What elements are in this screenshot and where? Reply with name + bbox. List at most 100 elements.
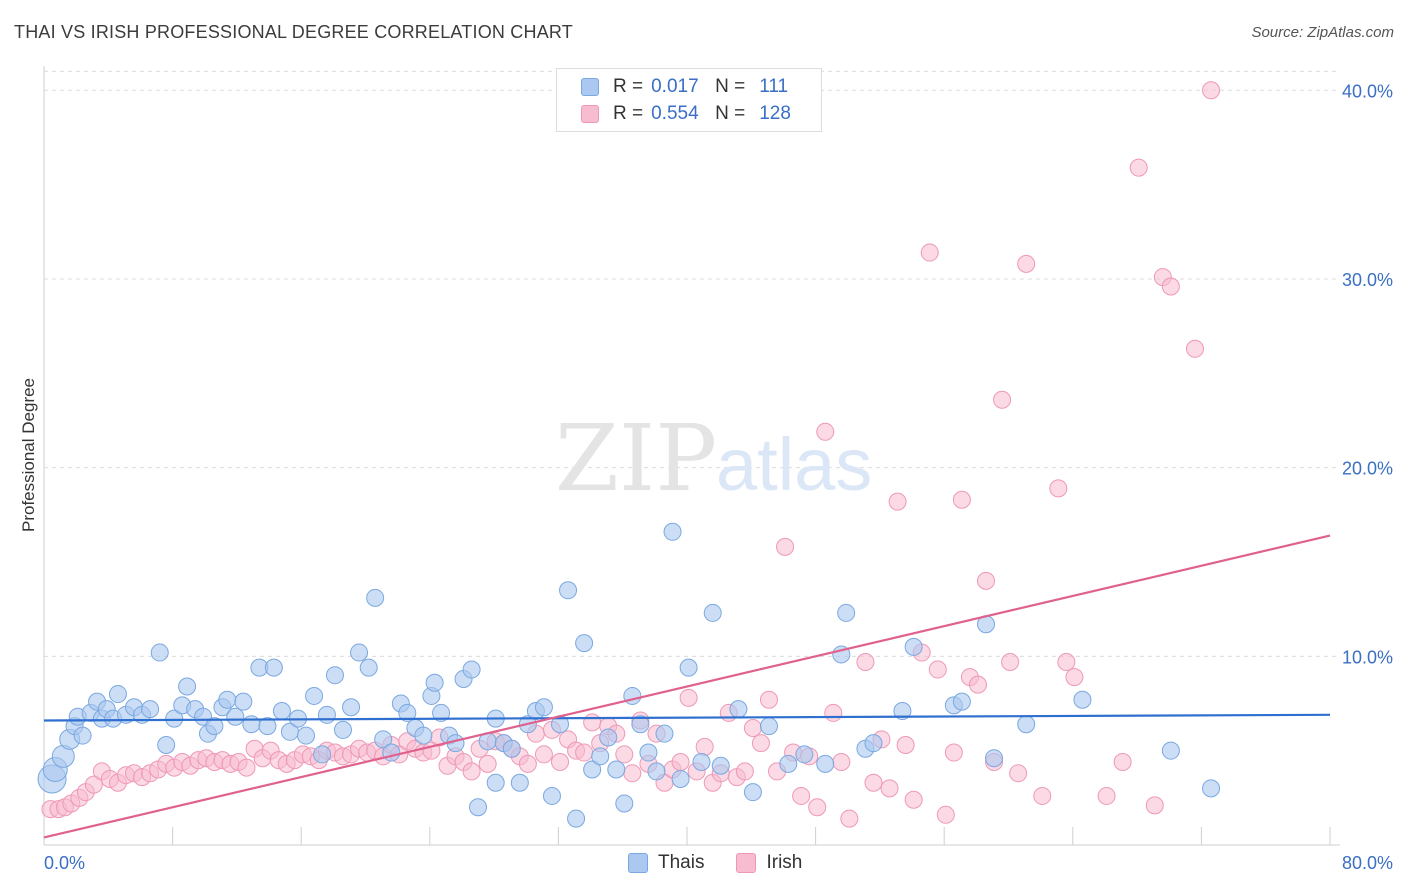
thais-legend-swatch xyxy=(628,853,648,873)
irish-point xyxy=(896,736,915,755)
legend-item-thais[interactable]: Thais xyxy=(628,852,704,874)
thais-point xyxy=(382,743,401,762)
irish-legend-label: Irish xyxy=(766,852,803,873)
irish-point xyxy=(671,752,690,771)
thais-point xyxy=(317,705,336,724)
thais-point xyxy=(759,717,778,736)
thais-point xyxy=(703,603,722,622)
thais-point xyxy=(425,673,444,692)
irish-point xyxy=(824,703,843,722)
thais-point xyxy=(178,677,197,696)
irish-point xyxy=(1097,786,1116,805)
irish-point xyxy=(808,798,827,817)
n-label: N = xyxy=(715,76,746,97)
thais-point xyxy=(398,703,417,722)
irish-point xyxy=(920,243,939,262)
thais-point xyxy=(743,783,762,802)
irish-point xyxy=(944,743,963,762)
irish-point xyxy=(1017,254,1036,273)
thais-swatch xyxy=(581,78,599,96)
thais-point xyxy=(205,717,224,736)
thais-point xyxy=(359,658,378,677)
thais-point xyxy=(671,769,690,788)
x-tick-label: 80.0% xyxy=(1342,853,1393,873)
thais-point xyxy=(534,698,553,717)
irish-points xyxy=(41,81,1221,828)
y-tick-label: 30.0% xyxy=(1342,270,1393,290)
thais-point xyxy=(1073,690,1092,709)
trend-layer xyxy=(43,534,1331,839)
irish-point xyxy=(993,390,1012,409)
irish-point xyxy=(904,790,923,809)
irish-point xyxy=(237,758,256,777)
irish-point xyxy=(751,734,770,753)
irish-point xyxy=(743,719,762,738)
thais-point xyxy=(333,720,352,739)
thais-point xyxy=(502,739,521,758)
thais-point xyxy=(108,685,127,704)
thais-point xyxy=(729,700,748,719)
thais-point xyxy=(73,726,92,745)
watermark-zip: ZIP xyxy=(555,405,717,512)
y-axis-label: Professional Degree xyxy=(19,378,38,532)
thais-point xyxy=(623,686,642,705)
irish-point xyxy=(478,754,497,773)
irish-point xyxy=(518,754,537,773)
thais-point xyxy=(679,658,698,677)
thais-point xyxy=(150,643,169,662)
r-value: 0.554 xyxy=(651,103,699,124)
thais-point xyxy=(234,692,253,711)
thais-point xyxy=(366,588,385,607)
thais-point xyxy=(374,730,393,749)
watermark-atlas: atlas xyxy=(716,423,872,506)
thais-point xyxy=(1161,741,1180,760)
thais-point xyxy=(639,743,658,762)
thais-point xyxy=(242,715,261,734)
thais-point xyxy=(575,634,594,653)
thais-point xyxy=(305,686,324,705)
n-label: N = xyxy=(715,103,746,124)
irish-point xyxy=(1049,479,1068,498)
irish-point xyxy=(952,490,971,509)
source-label: Source: ZipAtlas.com xyxy=(1251,24,1394,41)
irish-point xyxy=(695,737,714,756)
irish-point xyxy=(776,537,795,556)
thais-point xyxy=(141,700,160,719)
thais-point xyxy=(264,658,283,677)
irish-point xyxy=(936,805,955,824)
r-label: R = xyxy=(613,103,644,124)
irish-point xyxy=(1145,796,1164,815)
thais-point xyxy=(711,756,730,775)
thais-point xyxy=(615,794,634,813)
thais-point xyxy=(297,726,316,745)
irish-point xyxy=(1065,668,1084,687)
thais-point xyxy=(952,692,971,711)
thais-point xyxy=(779,754,798,773)
irish-swatch xyxy=(581,105,599,123)
irish-point xyxy=(832,752,851,771)
thais-point xyxy=(325,666,344,685)
thais-point xyxy=(218,690,237,709)
irish-trend-line xyxy=(43,534,1331,839)
thais-point xyxy=(432,703,451,722)
irish-point xyxy=(462,762,481,781)
irish-point xyxy=(1001,652,1020,671)
thais-point xyxy=(414,726,433,745)
irish-point xyxy=(968,675,987,694)
thais-point xyxy=(258,717,277,736)
irish-point xyxy=(816,422,835,441)
thais-point xyxy=(647,762,666,781)
r-label: R = xyxy=(613,76,644,97)
thais-point xyxy=(583,760,602,779)
thais-point xyxy=(591,747,610,766)
thais-point xyxy=(893,702,912,721)
irish-point xyxy=(792,786,811,805)
legend-row-thais: R = 0.017 N = 111 xyxy=(581,74,788,100)
legend-item-irish[interactable]: Irish xyxy=(736,852,802,874)
irish-point xyxy=(1057,652,1076,671)
thais-point xyxy=(864,734,883,753)
thais-point xyxy=(1017,715,1036,734)
irish-point xyxy=(1129,158,1148,177)
thais-point xyxy=(663,522,682,541)
